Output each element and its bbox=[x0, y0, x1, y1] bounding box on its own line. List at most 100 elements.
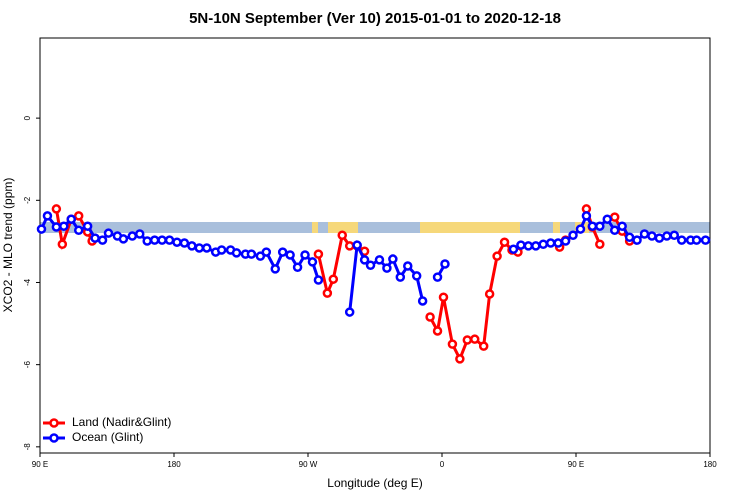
point bbox=[523, 241, 534, 251]
point bbox=[352, 240, 362, 250]
point bbox=[216, 245, 227, 255]
point bbox=[411, 271, 422, 281]
point bbox=[187, 241, 197, 251]
point bbox=[455, 354, 465, 364]
point bbox=[691, 235, 702, 245]
point bbox=[42, 211, 53, 221]
point bbox=[300, 250, 310, 260]
point bbox=[149, 235, 160, 245]
point bbox=[609, 212, 620, 222]
point bbox=[700, 235, 711, 245]
point bbox=[90, 233, 100, 243]
point bbox=[51, 222, 62, 232]
point bbox=[322, 288, 333, 298]
x-tick-label: 0 bbox=[440, 460, 445, 469]
y-tick-label: -6 bbox=[23, 361, 32, 369]
point bbox=[432, 272, 443, 282]
point bbox=[365, 260, 376, 270]
point bbox=[545, 238, 556, 248]
point bbox=[624, 232, 635, 243]
point bbox=[484, 289, 495, 299]
point bbox=[172, 237, 182, 247]
point bbox=[285, 250, 295, 260]
legend-label: Land (Nadir&Glint) bbox=[72, 415, 171, 429]
y-tick-label: 0 bbox=[23, 115, 32, 120]
point bbox=[73, 225, 84, 236]
point bbox=[261, 247, 272, 257]
point bbox=[142, 236, 152, 246]
point bbox=[617, 221, 627, 231]
point bbox=[118, 234, 129, 244]
x-tick-label: 90 E bbox=[32, 460, 48, 469]
point bbox=[382, 263, 392, 273]
x-tick-label: 90 E bbox=[568, 460, 584, 469]
legend-marker bbox=[49, 418, 59, 428]
point bbox=[602, 214, 613, 224]
point bbox=[157, 235, 167, 245]
point bbox=[277, 247, 288, 257]
point bbox=[575, 224, 586, 234]
point bbox=[492, 251, 502, 261]
point bbox=[344, 241, 355, 251]
legend-label: Ocean (Glint) bbox=[72, 430, 143, 444]
legend: Land (Nadir&Glint)Ocean (Glint) bbox=[43, 415, 171, 444]
point bbox=[337, 230, 347, 240]
chart-title: 5N-10N September (Ver 10) 2015-01-01 to … bbox=[189, 10, 561, 27]
point bbox=[516, 240, 526, 250]
x-axis-label: Longitude (deg E) bbox=[327, 476, 422, 490]
point bbox=[359, 255, 370, 265]
y-axis-label: XCO2 - MLO trend (ppm) bbox=[1, 178, 15, 313]
point bbox=[231, 248, 242, 258]
point bbox=[403, 261, 413, 271]
point bbox=[97, 235, 108, 245]
point bbox=[595, 239, 605, 250]
point bbox=[313, 249, 324, 259]
point bbox=[66, 214, 77, 224]
point bbox=[669, 230, 680, 240]
point bbox=[553, 238, 563, 248]
point bbox=[639, 229, 650, 239]
point bbox=[560, 236, 571, 246]
point bbox=[395, 272, 406, 282]
point bbox=[581, 211, 592, 221]
point bbox=[508, 244, 519, 254]
point bbox=[425, 312, 435, 322]
point bbox=[609, 225, 620, 236]
point bbox=[388, 254, 398, 264]
point bbox=[440, 259, 450, 269]
point bbox=[432, 326, 443, 336]
point bbox=[59, 221, 69, 231]
point bbox=[57, 239, 68, 250]
y-tick-label: -8 bbox=[23, 443, 32, 451]
point bbox=[103, 228, 114, 238]
point bbox=[194, 243, 205, 253]
point bbox=[307, 257, 318, 267]
point bbox=[292, 262, 303, 273]
point bbox=[82, 221, 93, 231]
point bbox=[647, 231, 657, 241]
point bbox=[179, 238, 190, 248]
point bbox=[595, 221, 605, 231]
point bbox=[328, 274, 339, 284]
point bbox=[374, 255, 385, 265]
point bbox=[135, 229, 145, 239]
point bbox=[568, 230, 578, 240]
point bbox=[587, 221, 598, 231]
point bbox=[313, 275, 324, 285]
point bbox=[654, 233, 665, 243]
point bbox=[36, 224, 47, 234]
point bbox=[255, 251, 266, 261]
y-tick-label: -4 bbox=[23, 278, 32, 286]
x-tick-label: 180 bbox=[703, 460, 717, 469]
point bbox=[438, 292, 449, 303]
x-tick-label: 180 bbox=[167, 460, 181, 469]
legend-marker bbox=[49, 433, 59, 443]
point bbox=[270, 264, 280, 274]
y-tick-label: -2 bbox=[23, 196, 32, 204]
point bbox=[470, 334, 480, 344]
point bbox=[662, 231, 672, 241]
point bbox=[478, 341, 489, 351]
point bbox=[127, 231, 138, 241]
point bbox=[73, 211, 84, 221]
